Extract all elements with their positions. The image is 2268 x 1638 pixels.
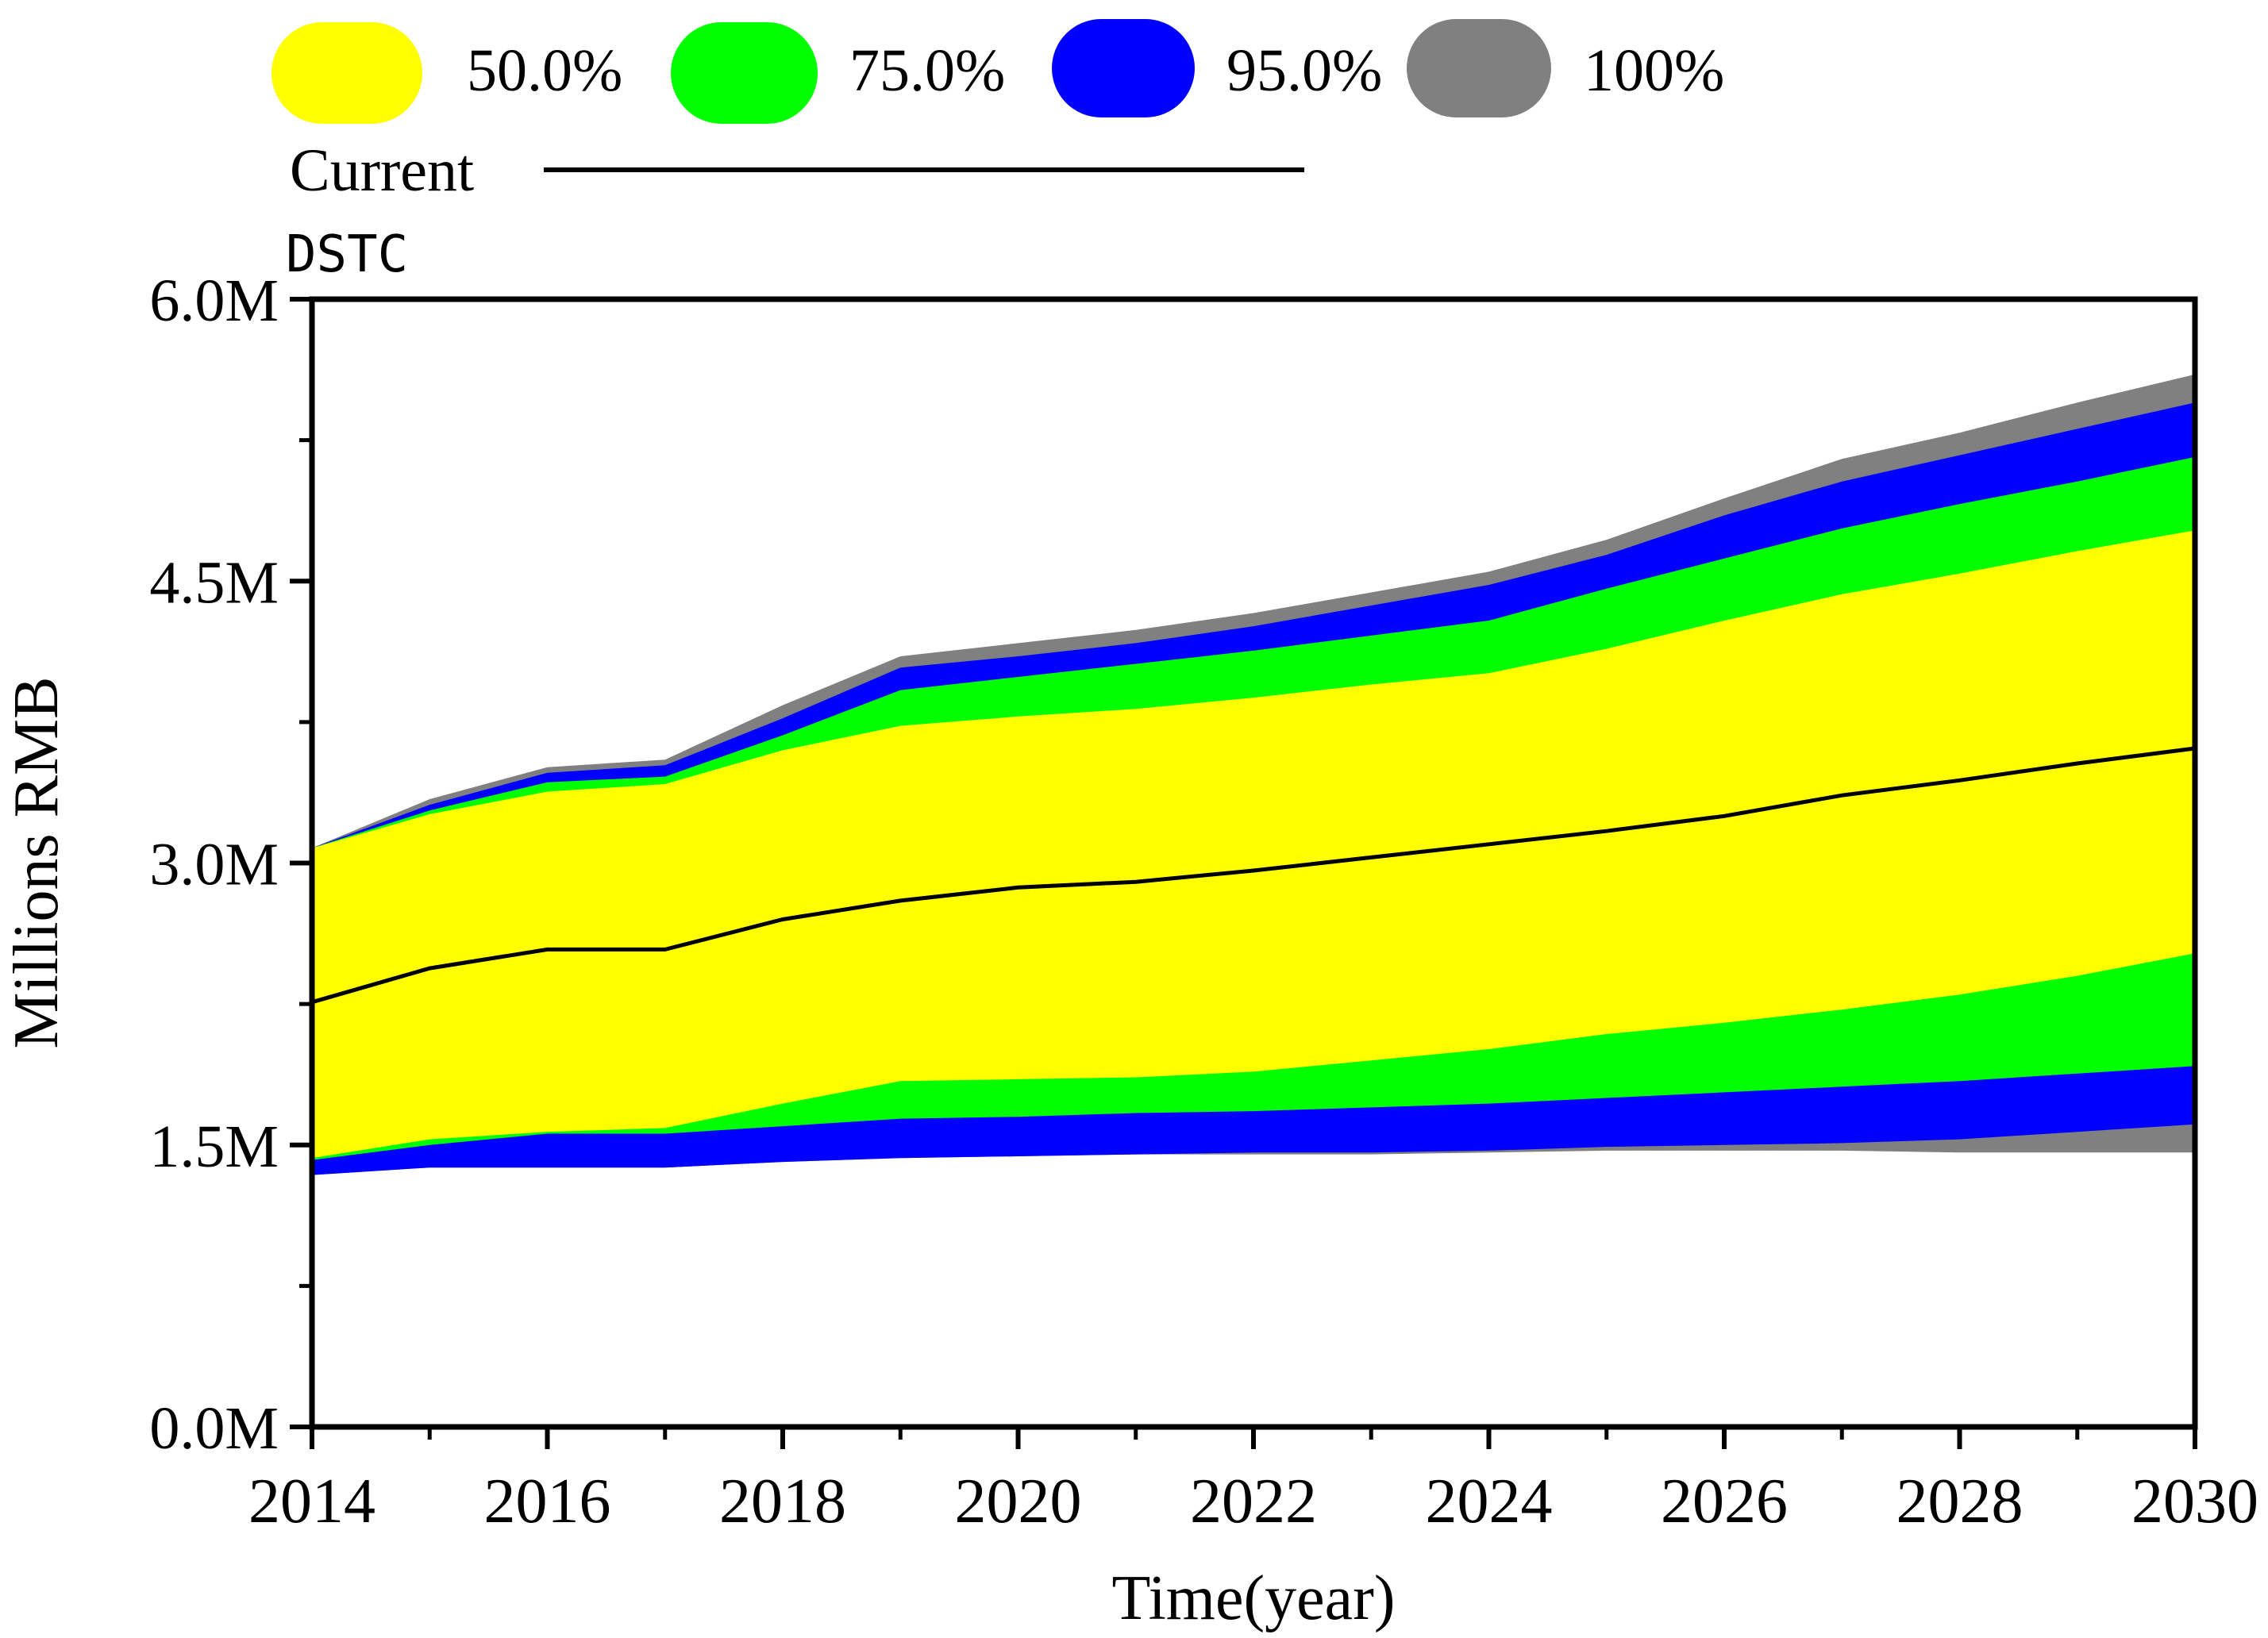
x-tick-label-2018: 2018 <box>719 1467 846 1536</box>
x-axis: 2014 2016 2018 2020 2022 2024 2026 2028 2030 <box>248 1427 2258 1536</box>
x-tick-label-2026: 2026 <box>1661 1467 1788 1536</box>
chart-title: DSTC <box>286 225 408 284</box>
legend-swatch-100 <box>1407 19 1551 117</box>
legend-swatch-75 <box>671 22 818 124</box>
x-tick-label-2022: 2022 <box>1190 1467 1317 1536</box>
legend-swatch-50 <box>271 22 422 124</box>
x-tick-label-2028: 2028 <box>1896 1467 2023 1536</box>
legend-label-100: 100% <box>1584 37 1724 104</box>
x-tick-label-2014: 2014 <box>248 1467 375 1536</box>
confidence-bands <box>312 374 2195 1175</box>
x-tick-label-2020: 2020 <box>955 1467 1082 1536</box>
y-axis-title: Millions RMB <box>2 676 71 1048</box>
legend-swatch-95 <box>1052 19 1195 117</box>
x-tick-label-2024: 2024 <box>1426 1467 1553 1536</box>
y-tick-label-3: 3.0M <box>149 832 279 898</box>
x-tick-label-2030: 2030 <box>2131 1467 2258 1536</box>
y-tick-label-0: 0.0M <box>149 1395 279 1462</box>
x-tick-label-2016: 2016 <box>484 1467 611 1536</box>
legend-label-95: 95.0% <box>1226 37 1382 104</box>
current-series-line <box>311 746 2196 1005</box>
y-axis: 0.0M 1.5M 3.0M 4.5M 6.0M <box>149 267 312 1462</box>
x-axis-title: Time(year) <box>1112 1563 1396 1633</box>
y-tick-label-4.5: 4.5M <box>149 549 279 616</box>
legend-label-current: Current <box>290 137 474 204</box>
y-tick-label-6: 6.0M <box>149 267 279 334</box>
y-tick-label-1.5: 1.5M <box>149 1113 279 1180</box>
legend-label-75: 75.0% <box>849 37 1005 104</box>
legend-label-50: 50.0% <box>467 37 622 104</box>
band-area-50-0pct <box>312 530 2195 1159</box>
legend: 50.0% 75.0% 95.0% 100% Current <box>271 19 1724 204</box>
